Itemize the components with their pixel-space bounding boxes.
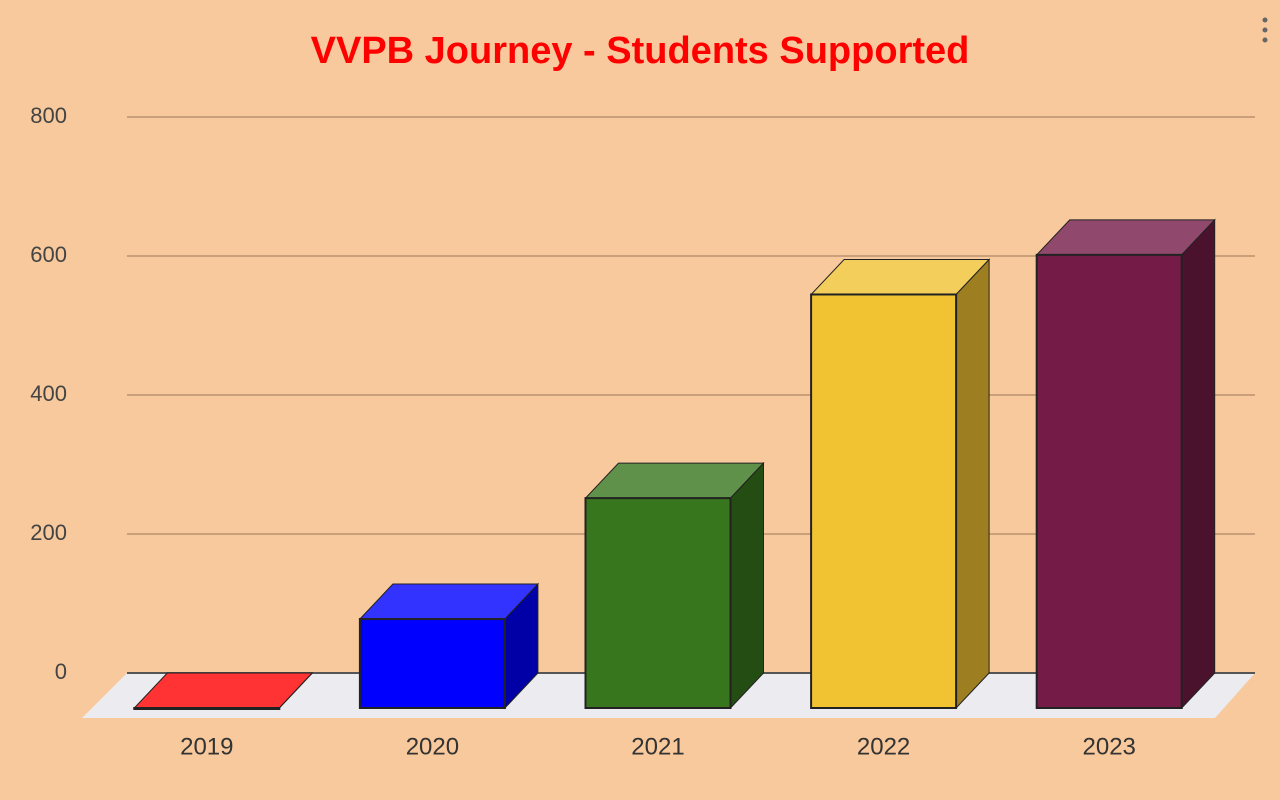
y-tick-label: 800	[30, 103, 67, 128]
bar	[358, 618, 506, 709]
y-tick-label: 400	[30, 381, 67, 406]
bar	[1035, 253, 1183, 710]
y-tick-label: 600	[30, 242, 67, 267]
menu-dot[interactable]	[1262, 27, 1268, 33]
bar-side	[1181, 218, 1216, 710]
bar-side	[955, 258, 990, 710]
chart-title: VVPB Journey - Students Supported	[311, 30, 970, 72]
x-tick-label: 2021	[631, 733, 684, 760]
x-tick-label: 2020	[406, 733, 459, 760]
x-tick-label: 2019	[180, 733, 233, 760]
menu-button[interactable]	[1262, 17, 1268, 43]
bar	[810, 293, 958, 709]
bar-side	[730, 461, 764, 710]
bar	[584, 497, 732, 709]
menu-dot[interactable]	[1262, 37, 1268, 43]
bar-side	[278, 672, 313, 709]
y-tick-label: 200	[30, 520, 67, 545]
bar	[133, 707, 281, 710]
x-tick-label: 2023	[1083, 733, 1136, 760]
menu-dot[interactable]	[1262, 17, 1268, 23]
x-tick-label: 2022	[857, 733, 910, 760]
y-tick-label: 0	[55, 659, 67, 684]
